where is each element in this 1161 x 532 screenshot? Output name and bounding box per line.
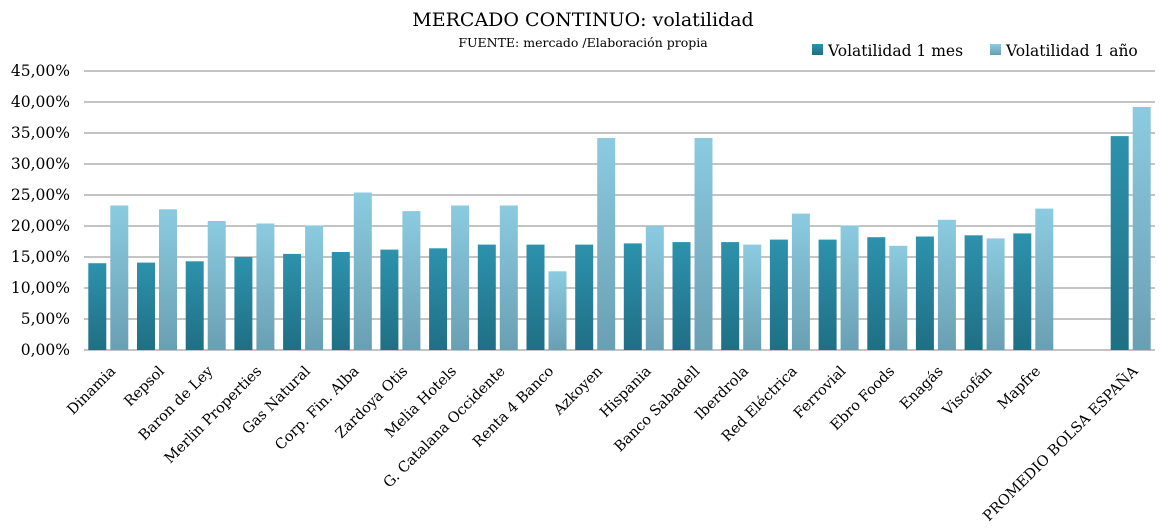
bar-volatilidad-1-ano (986, 238, 1005, 350)
x-tick-label: Repsol (121, 363, 168, 410)
legend: Volatilidad 1 mes Volatilidad 1 año (812, 42, 1138, 60)
y-tick-label: 10,00% (11, 279, 70, 297)
bar-volatilidad-1-ano (694, 138, 713, 350)
bar-volatilidad-1-ano (159, 209, 177, 350)
y-tick-label: 20,00% (11, 217, 70, 235)
legend-swatch-1-ano (990, 44, 1001, 55)
x-tick-label: Dinamia (65, 363, 120, 418)
bar-volatilidad-1-mes (672, 242, 691, 350)
y-tick-label: 40,00% (11, 93, 70, 111)
bar-volatilidad-1-ano (402, 211, 421, 350)
bar-volatilidad-1-mes (234, 257, 253, 350)
bar-volatilidad-1-mes (185, 261, 204, 350)
bar-volatilidad-1-ano (840, 225, 859, 350)
x-tick-label: Enagás (897, 364, 946, 413)
legend-label-1-ano: Volatilidad 1 año (1005, 42, 1138, 60)
legend-label-1-mes: Volatilidad 1 mes (827, 42, 963, 60)
bar-volatilidad-1-ano (207, 221, 226, 350)
bar-volatilidad-1-ano (499, 205, 518, 350)
bar-volatilidad-1-mes (477, 244, 496, 350)
bar-volatilidad-1-mes (88, 263, 107, 350)
bar-volatilidad-1-mes (575, 244, 594, 350)
y-axis-ticks: 0,00% 5,00% 10,00% 15,00% 20,00% 25,00% 30,00%… (11, 62, 70, 359)
x-tick-label: Corp. Fin. Alba (272, 363, 362, 453)
bar-volatilidad-1-mes (915, 236, 934, 350)
y-tick-label: 5,00% (21, 310, 70, 328)
y-tick-label: 30,00% (11, 155, 70, 173)
bar-volatilidad-1-ano (791, 213, 810, 350)
x-tick-label: Banco Sabadell (612, 363, 704, 455)
bar-volatilidad-1-mes (623, 243, 642, 350)
bar-volatilidad-1-ano (353, 192, 372, 350)
bar-volatilidad-1-ano (889, 245, 908, 350)
chart-title: MERCADO CONTINUO: volatilidad (412, 9, 753, 31)
bar-volatilidad-1-mes (331, 252, 350, 350)
bars (88, 107, 1151, 350)
bar-volatilidad-1-mes (137, 262, 155, 350)
bar-volatilidad-1-ano (1132, 107, 1151, 350)
bar-volatilidad-1-mes (867, 237, 886, 350)
x-tick-label: Mapfre (995, 364, 1044, 413)
bar-volatilidad-1-mes (818, 239, 837, 350)
legend-swatch-1-mes (812, 44, 823, 55)
bar-volatilidad-1-mes (1110, 136, 1129, 350)
y-tick-label: 0,00% (21, 341, 70, 359)
x-tick-label: Viscofán (939, 364, 995, 420)
bar-volatilidad-1-mes (429, 248, 448, 350)
bar-volatilidad-1-ano (256, 223, 275, 350)
bar-volatilidad-1-mes (1013, 233, 1032, 350)
bar-volatilidad-1-mes (283, 253, 302, 350)
bar-volatilidad-1-mes (526, 244, 545, 350)
bar-volatilidad-1-ano (743, 244, 762, 350)
bar-volatilidad-1-ano (645, 226, 664, 350)
bar-volatilidad-1-ano (937, 219, 956, 350)
y-tick-label: 35,00% (11, 124, 70, 142)
bar-volatilidad-1-mes (380, 249, 399, 350)
chart-subtitle: FUENTE: mercado /Elaboración propia (458, 35, 708, 50)
bar-volatilidad-1-ano (597, 138, 616, 350)
bar-volatilidad-1-ano (1035, 208, 1054, 350)
bar-volatilidad-1-ano (548, 271, 567, 350)
bar-volatilidad-1-ano (305, 225, 324, 350)
y-tick-label: 15,00% (11, 248, 70, 266)
x-tick-label: PROMEDIO BOLSA ESPAÑA (979, 362, 1142, 525)
bar-volatilidad-1-mes (769, 239, 788, 350)
y-tick-label: 25,00% (11, 186, 70, 204)
bar-volatilidad-1-ano (110, 205, 129, 350)
bar-volatilidad-1-ano (451, 205, 470, 350)
bar-volatilidad-1-mes (721, 242, 740, 350)
bar-volatilidad-1-mes (964, 235, 983, 350)
y-tick-label: 45,00% (11, 62, 70, 80)
